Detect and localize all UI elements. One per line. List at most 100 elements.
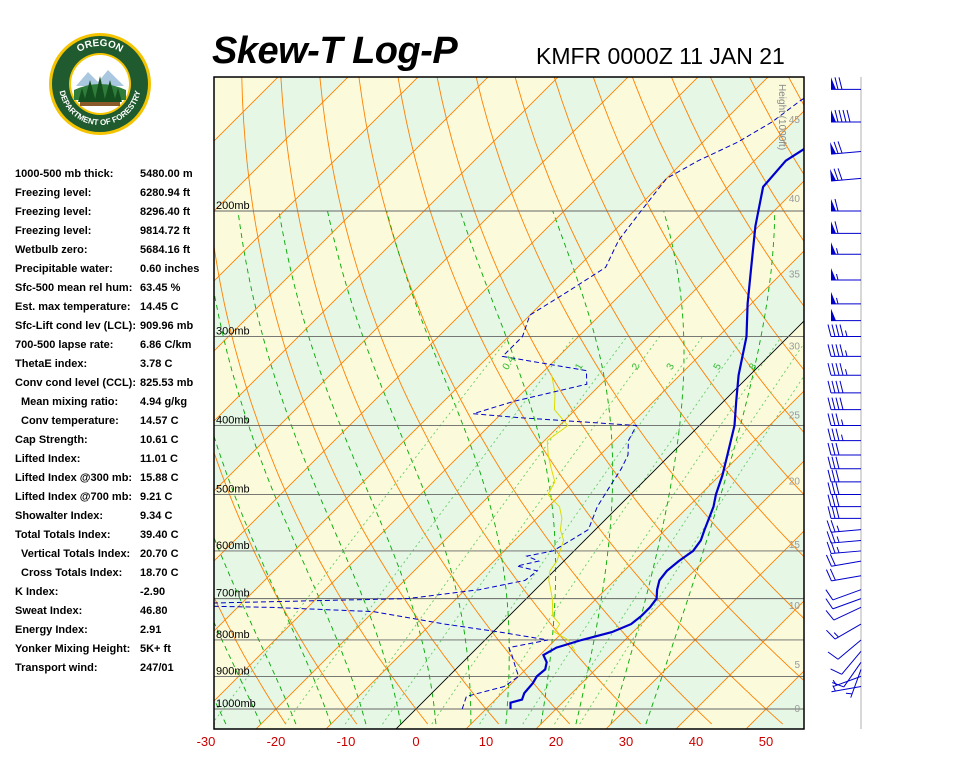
isotherm-line (214, 110, 804, 702)
stat-row: Wetbulb zero: 5684.16 ft (15, 244, 215, 263)
stat-label: Precipitable water: (15, 263, 113, 275)
dry-adiabat-line (436, 77, 804, 682)
plot-frame (213, 76, 805, 730)
stat-label: Sfc-500 mean rel hum: (15, 282, 133, 294)
stat-value: 18.70 C (140, 567, 179, 579)
isotherm-line (214, 77, 769, 632)
dry-adiabat-line (214, 721, 216, 725)
stat-row: ThetaE index: 3.78 C (15, 358, 215, 377)
mixing-ratio-label: 3 (665, 361, 678, 372)
stat-row: 1000-500 mb thick: 5480.00 m (15, 168, 215, 187)
stat-row: Sweat Index: 46.80 (15, 605, 215, 624)
dry-adiabat-line (553, 77, 804, 496)
oregon-department-of-forestry-logo: OREGON DEPARTMENT OF FORESTRY (49, 33, 151, 135)
stat-row: Est. max temperature: 14.45 C (15, 301, 215, 320)
stat-row: Freezing level: 9814.72 ft (15, 225, 215, 244)
isotherm-line (214, 77, 349, 212)
stat-row: Transport wind: 247/01 (15, 662, 215, 681)
wind-barb (830, 651, 862, 675)
stat-row: 700-500 lapse rate: 6.86 C/km (15, 339, 215, 358)
stat-row: Vertical Totals Index: 20.70 C (15, 548, 215, 567)
dry-adiabat-line (241, 77, 500, 725)
stat-label: Total Totals Index: (15, 529, 111, 541)
moist-adiabat-line (67, 211, 190, 724)
height-axis-title: Height (1000ft) (776, 84, 787, 150)
isotherm-line (214, 77, 559, 422)
height-tick-label: 25 (789, 410, 801, 421)
height-tick-label: 20 (789, 476, 801, 487)
stat-row: Mean mixing ratio: 4.94 g/kg (15, 396, 215, 415)
height-tick-label: 45 (789, 115, 801, 126)
height-tick-label: 15 (789, 540, 801, 551)
isotherm-line (325, 250, 804, 729)
temperature-tick-label: 40 (689, 734, 703, 749)
stat-row: Energy Index: 2.91 (15, 624, 215, 643)
stat-label: Cap Strength: (15, 434, 88, 446)
mixing-ratio-line (522, 336, 782, 725)
wind-barb (831, 221, 861, 234)
isotherm-line (535, 460, 804, 729)
wind-barb (827, 482, 861, 496)
stat-row: Cross Totals Index: 18.70 C (15, 567, 215, 586)
stat-label: K Index: (15, 586, 59, 598)
stat-value: 14.45 C (140, 301, 179, 313)
dry-adiabat-line (932, 0, 960, 724)
stat-row: Lifted Index @300 mb: 15.88 C (15, 472, 215, 491)
stat-value: 11.01 C (140, 453, 178, 465)
mixing-ratio-line (554, 342, 804, 725)
stat-label: Est. max temperature: (15, 301, 131, 313)
stat-row: Yonker Mixing Height: 5K+ ft (15, 643, 215, 662)
wind-barb (831, 109, 861, 123)
height-tick-label: 10 (789, 601, 801, 612)
dry-adiabat-line (214, 596, 287, 725)
temperature-tick-label: 50 (759, 734, 773, 749)
stat-label: Conv cond level (CCL): (15, 377, 137, 389)
svg-text:OREGON: OREGON (75, 38, 125, 55)
stat-value: 15.88 C (140, 472, 179, 484)
stat-value: 5480.00 m (140, 168, 193, 180)
wind-barb (825, 598, 862, 610)
stat-value: 2.91 (140, 624, 162, 636)
wind-barb (831, 242, 861, 255)
dry-adiabat-line (214, 450, 358, 725)
stat-value: 247/01 (140, 662, 174, 674)
wind-barb (831, 268, 861, 281)
wind-barb (827, 397, 861, 411)
stat-value: 63.45 % (140, 282, 181, 294)
stat-label: Energy Index: (15, 624, 88, 636)
wind-barb (831, 308, 861, 322)
stat-label: Freezing level: (15, 206, 92, 218)
pressure-label: 200mb (216, 200, 250, 212)
wind-barb (825, 554, 862, 567)
moist-adiabat-line (214, 621, 262, 725)
mixing-ratio-label: 8 (747, 361, 760, 372)
pressure-label: 700mb (216, 588, 250, 600)
stat-label: Sweat Index: (15, 605, 83, 617)
stat-label: Sfc-Lift cond lev (LCL): (15, 320, 136, 332)
moist-adiabat-line (278, 210, 437, 725)
stat-value: 46.80 (140, 605, 168, 617)
mixing-ratio-label: 1 (573, 361, 586, 372)
wind-barb (827, 344, 861, 357)
mixing-ratio-label: 2 (630, 361, 643, 372)
wind-barb (827, 494, 861, 508)
height-tick-label: 40 (789, 194, 801, 205)
mixing-ratio-label: 5 (712, 361, 725, 372)
wind-barb (827, 380, 861, 394)
isotherm-line (214, 77, 419, 282)
temperature-tick-label: -20 (267, 734, 286, 749)
isotherm-line (255, 180, 804, 729)
moist-adiabat-line (237, 210, 402, 725)
stat-value: 8296.40 ft (140, 206, 191, 218)
moist-adiabat-line (214, 697, 227, 725)
wind-barb (826, 530, 862, 544)
dry-adiabat-line (787, 0, 960, 724)
stat-row: K Index: -2.90 (15, 586, 215, 605)
height-tick-label: 0 (794, 704, 800, 715)
temperature-profile-line (509, 147, 804, 709)
wind-barb (827, 506, 861, 519)
stat-value: 14.57 C (140, 415, 179, 427)
stat-row: Total Totals Index: 39.40 C (15, 529, 215, 548)
wind-barb (827, 456, 861, 470)
stat-row: Sfc-Lift cond lev (LCL): 909.96 mb (15, 320, 215, 339)
